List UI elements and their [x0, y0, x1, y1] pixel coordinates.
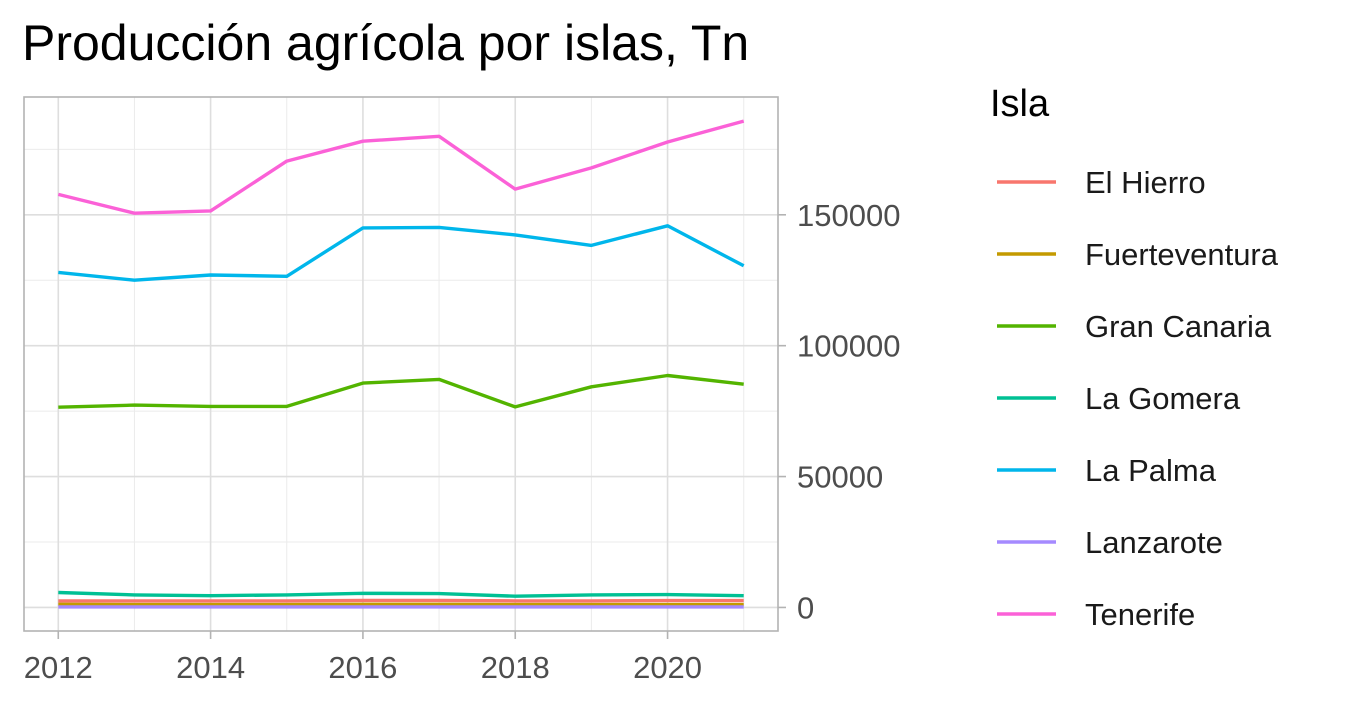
legend-label-la-palma: La Palma [1085, 453, 1217, 488]
legend-label-fuerteventura: Fuerteventura [1085, 237, 1279, 272]
y-tick-label: 150000 [797, 198, 900, 233]
series-line-el-hierro [58, 598, 744, 603]
y-tick-label: 100000 [797, 329, 900, 364]
y-tick-label: 0 [797, 590, 814, 625]
series-line-la-palma [58, 224, 745, 282]
axis-layer: 2012 2014 2016 2018 2020 0 50000 100000 150000 [24, 198, 901, 685]
x-tick-label: 2014 [176, 650, 245, 685]
legend-label-el-hierro: El Hierro [1085, 165, 1206, 200]
legend-title: Isla [990, 83, 1050, 125]
panel-border [23, 96, 779, 632]
legend-label-la-gomera: La Gomera [1085, 381, 1241, 416]
y-tick-label: 50000 [797, 460, 883, 495]
legend-label-gran-canaria: Gran Canaria [1085, 309, 1272, 344]
x-tick-label: 2012 [24, 650, 93, 685]
legend: Isla El Hierro Fuerteventura Gran Canaria La… [990, 83, 1279, 632]
x-tick-label: 2018 [481, 650, 550, 685]
legend-label-tenerife: Tenerife [1085, 597, 1195, 632]
legend-label-lanzarote: Lanzarote [1085, 525, 1223, 560]
series-line-tenerife [57, 119, 745, 215]
series-line-gran-canaria [58, 373, 744, 409]
grid-layer [24, 97, 778, 631]
series-layer [57, 119, 745, 609]
x-tick-label: 2020 [633, 650, 702, 685]
x-tick-label: 2016 [328, 650, 397, 685]
chart-title: Producción agrícola por islas, Tn [22, 15, 750, 71]
series-line-la-gomera [58, 590, 744, 598]
